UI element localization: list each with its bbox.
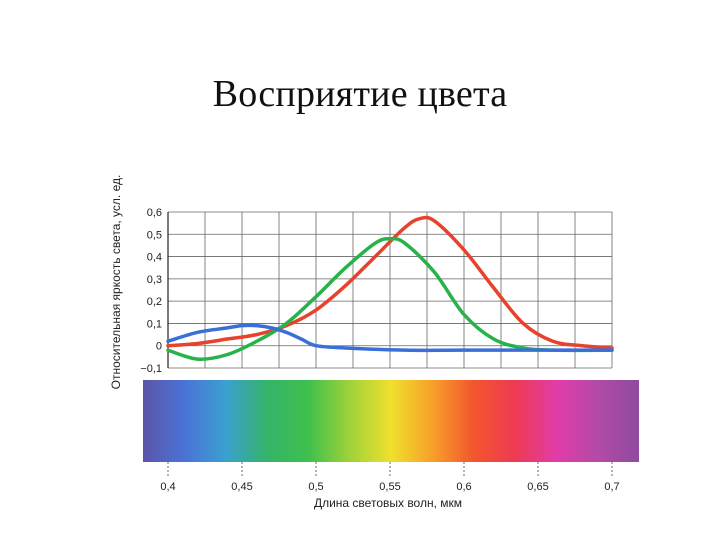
y-tick-label: 0,3 — [147, 274, 162, 286]
slide-title: Восприятие цвета — [212, 73, 508, 115]
y-tick-label: 0 — [156, 341, 162, 353]
x-tick-label: 0,55 — [379, 481, 400, 493]
series-lines — [166, 215, 614, 361]
x-tick-label: 0,45 — [231, 481, 252, 493]
x-tick-label: 0,7 — [604, 481, 619, 493]
y-axis-title: Относительная яркость света, усл. ед. — [109, 175, 123, 390]
green-curve — [166, 236, 614, 361]
y-tick-label: 0,5 — [147, 229, 162, 241]
y-tick-labels: 0,6 0,5 0,4 0,3 0,2 0,1 0 −0,1 — [140, 207, 162, 375]
x-tick-label: 0,5 — [308, 481, 323, 493]
spectrum-band — [143, 380, 639, 462]
y-tick-label: 0,1 — [147, 318, 162, 330]
y-tick-label: 0,6 — [147, 207, 162, 219]
x-tick-label: 0,4 — [160, 481, 175, 493]
x-tick-labels: 0,4 0,45 0,5 0,55 0,6 0,65 0,7 — [160, 462, 620, 493]
blue-curve — [166, 323, 614, 353]
red-curve — [166, 215, 614, 350]
x-axis-title: Длина световых волн, мкм — [314, 496, 462, 510]
grid — [167, 211, 613, 369]
x-tick-label: 0,65 — [527, 481, 548, 493]
y-tick-label: 0,2 — [147, 296, 162, 308]
y-tick-label: −0,1 — [140, 363, 162, 375]
y-tick-label: 0,4 — [147, 252, 162, 264]
x-tick-label: 0,6 — [456, 481, 471, 493]
